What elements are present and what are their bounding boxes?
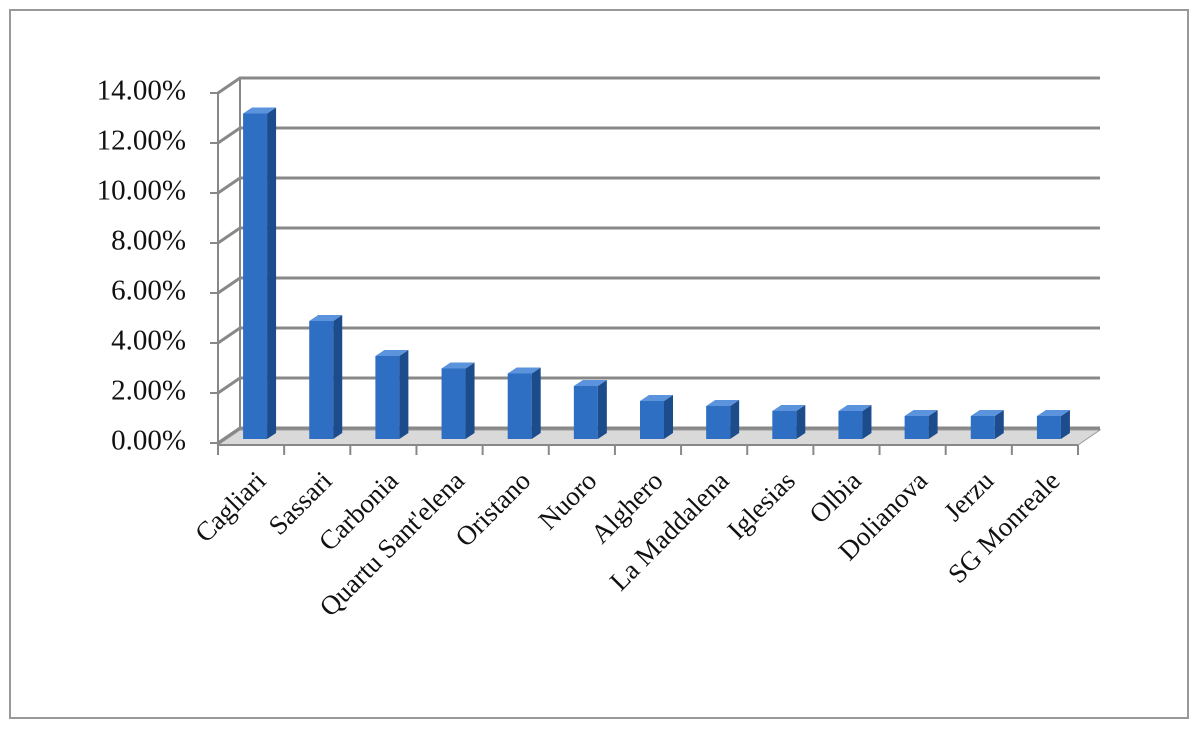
bar-front [838,411,863,439]
bar [706,400,740,439]
y-tick-label: 12.00% [97,125,186,157]
bar-front [507,373,532,439]
bar-front [970,416,995,439]
bar-side [399,350,409,439]
bar-top [640,395,673,401]
bar-front [640,401,664,439]
bar-top [706,400,740,406]
y-tick-label: 0.00% [111,425,186,457]
y-tick-label: 14.00% [97,75,186,107]
bar-side [333,315,343,439]
bar [375,350,409,439]
bar-side [597,380,607,439]
bar-front [309,321,334,439]
bar-front [1036,416,1061,439]
bar-side [994,410,1004,439]
bar-top [507,367,541,374]
bar-top [309,315,343,321]
bar-side [796,405,806,439]
y-tick-label: 6.00% [111,275,186,307]
bar [1036,410,1070,439]
grid-line [217,326,1100,345]
bar-side [730,400,740,439]
bar [772,405,806,439]
bar [904,410,938,439]
chart-frame [9,9,1189,719]
bar [441,362,475,439]
grid-line [217,426,1100,445]
bar-top [375,350,409,356]
bar-top [772,405,806,411]
bar-side [267,107,277,439]
y-tick-label: 8.00% [111,225,186,257]
y-tick-label: 10.00% [97,175,186,207]
bar [243,107,277,439]
bar [573,380,607,439]
bar-front [706,406,731,439]
bar-front [441,368,466,439]
bar [640,395,673,439]
bar-front [243,113,268,439]
grid-line [217,276,1100,295]
grid-line [217,76,1100,95]
bar-top [970,410,1004,416]
bar-side [465,362,475,439]
bar-side [1060,410,1070,439]
bar-front [904,416,929,439]
bar-top [573,380,607,386]
bar-top [1036,410,1070,416]
y-tick-label: 4.00% [111,325,186,357]
bar [838,405,872,439]
bar-front [573,386,598,439]
grid-line [217,176,1100,195]
grid-line [217,226,1100,245]
bar-top [441,362,475,369]
bar [309,315,343,439]
bar-top [904,410,938,416]
grid-line [217,376,1100,395]
bar-front [375,356,400,439]
grid-line [217,126,1100,145]
bar [970,410,1004,439]
bar [507,367,541,439]
bar-side [664,395,673,439]
y-tick-label: 2.00% [111,375,186,407]
bar-front [772,411,797,439]
bar-side [531,367,541,439]
bar-side [928,410,938,439]
bar-top [838,405,872,411]
bar-top [243,107,277,114]
bar-side [862,405,872,439]
